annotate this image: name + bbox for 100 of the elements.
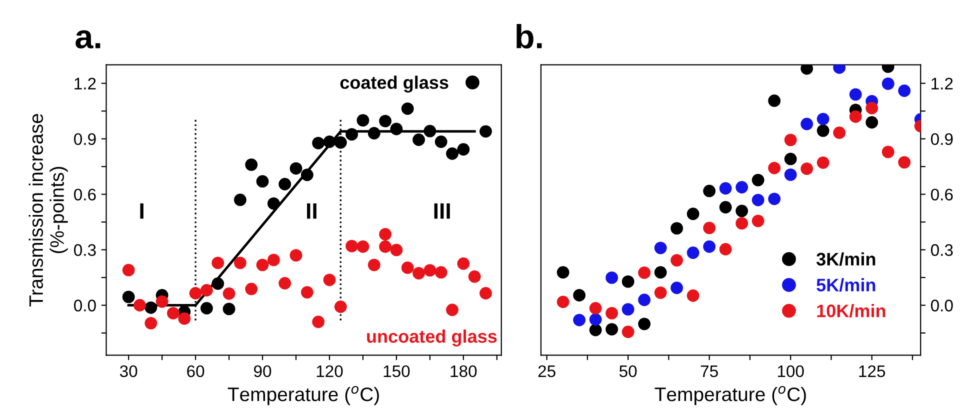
point	[368, 127, 380, 140]
point	[882, 146, 894, 158]
point	[401, 261, 414, 274]
point	[654, 286, 667, 299]
point	[290, 249, 302, 262]
point	[234, 194, 246, 206]
point	[245, 158, 258, 171]
point	[606, 323, 618, 336]
point	[768, 94, 781, 107]
point	[156, 295, 168, 308]
point	[480, 287, 492, 300]
x-tick-label: 75	[700, 366, 718, 378]
y-tick-label: 1.2	[932, 78, 953, 90]
point	[300, 286, 314, 299]
point	[849, 110, 862, 123]
x-axis-title: Temperature ($^{o}$C)	[654, 386, 806, 406]
point	[457, 143, 470, 156]
point	[480, 125, 492, 138]
point	[670, 222, 684, 235]
x-tick-label: 120	[316, 365, 343, 378]
point	[267, 254, 280, 266]
point	[736, 204, 748, 218]
point	[356, 240, 370, 253]
x-tick-label: 50	[619, 365, 637, 378]
point	[800, 162, 814, 175]
point	[222, 287, 236, 300]
point	[752, 214, 764, 228]
x-tick-label: 150	[384, 365, 410, 378]
y-tick-label: 0.0	[74, 300, 96, 312]
point	[589, 324, 602, 336]
point	[622, 326, 634, 338]
point	[434, 136, 448, 148]
point	[212, 277, 224, 290]
point	[556, 296, 570, 308]
point	[290, 162, 302, 175]
point	[686, 289, 700, 302]
x-axis-title: Temperature ($^{o}$C)	[228, 386, 379, 406]
point	[719, 201, 732, 214]
y-tick-label: 0.3	[74, 244, 96, 256]
point	[768, 162, 781, 174]
point	[167, 306, 180, 320]
y-axis-title: Transmission increase (%-points)	[28, 114, 68, 306]
point	[654, 242, 667, 254]
y-tick-label: 0.6	[930, 188, 953, 200]
point	[424, 124, 436, 138]
x-tick-label: 25	[538, 365, 556, 378]
point	[200, 302, 213, 314]
point	[589, 313, 602, 326]
point	[356, 114, 370, 127]
point	[401, 102, 414, 115]
point	[622, 275, 634, 288]
point	[424, 264, 436, 277]
y-tick-label: 0.6	[74, 188, 96, 200]
legend-label: coated glass	[340, 76, 448, 93]
legend-label: 10K/min	[817, 304, 886, 318]
point	[245, 282, 258, 296]
point	[638, 318, 651, 330]
point	[800, 118, 814, 130]
point	[212, 256, 224, 270]
point	[589, 302, 602, 314]
point	[144, 301, 158, 314]
point	[323, 136, 336, 148]
point	[654, 266, 667, 279]
point	[189, 287, 202, 300]
point	[390, 122, 403, 136]
point	[122, 290, 135, 304]
point	[346, 240, 358, 252]
point	[412, 267, 425, 280]
point	[638, 266, 651, 279]
point	[278, 277, 292, 290]
y-tick-label: 0.9	[74, 133, 96, 146]
chart-title: a.	[76, 30, 100, 48]
annotation: III	[434, 203, 450, 219]
point	[686, 208, 700, 220]
x-tick-label: 125	[859, 365, 886, 378]
point	[898, 84, 911, 97]
y-tick-label: 1.2	[74, 78, 96, 90]
point	[606, 271, 618, 284]
point	[312, 316, 325, 328]
point	[323, 274, 336, 286]
point	[816, 156, 830, 169]
annotation: I	[140, 203, 144, 219]
point	[866, 102, 878, 114]
point	[898, 156, 911, 169]
point	[334, 300, 347, 313]
point	[606, 306, 618, 320]
legend-label: 5K/min	[816, 278, 876, 292]
point	[784, 168, 797, 181]
point	[434, 266, 448, 279]
x-tick-label: 90	[254, 365, 272, 378]
point	[816, 124, 830, 137]
point	[379, 228, 392, 240]
y-tick-label: 0.3	[930, 244, 953, 256]
point	[833, 126, 846, 139]
point	[622, 303, 634, 316]
y-tick-label: 0.9	[930, 133, 953, 146]
point	[573, 289, 586, 302]
point	[200, 284, 213, 296]
point	[312, 136, 325, 150]
point	[468, 270, 481, 283]
